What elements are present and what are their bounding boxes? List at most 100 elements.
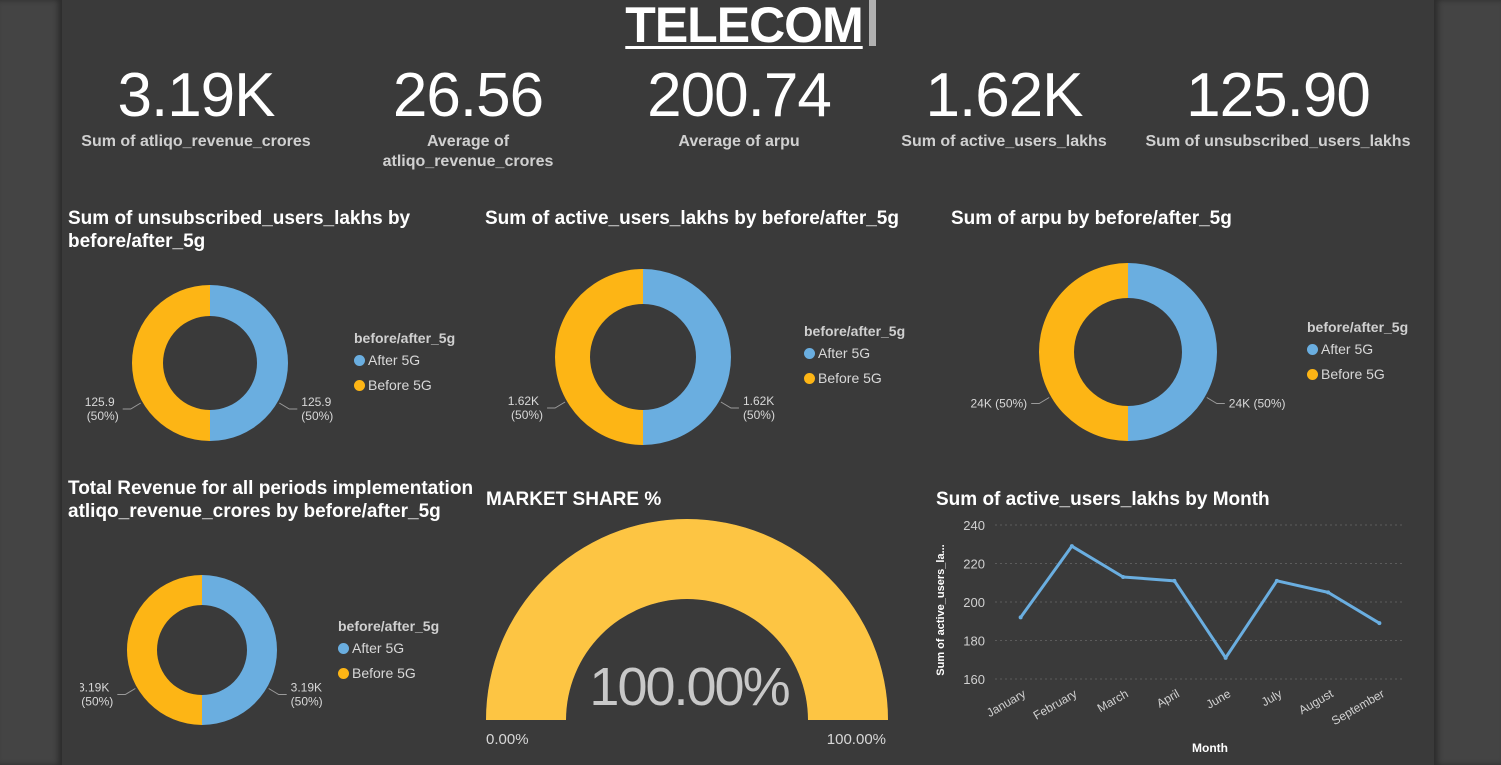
legend-item-before[interactable]: Before 5G — [804, 370, 905, 386]
x-tick-label: September — [1329, 686, 1387, 727]
x-tick-label: February — [1031, 686, 1080, 722]
leader-line — [1031, 397, 1050, 404]
x-tick-label: April — [1154, 686, 1182, 710]
line-point[interactable] — [1274, 578, 1279, 583]
kpi-card-revenue-average[interactable]: 26.56 Average of atliqo_revenue_crores — [338, 60, 598, 172]
legend-item-before[interactable]: Before 5G — [354, 377, 455, 393]
legend-dot-icon — [354, 379, 365, 391]
kpi-card-revenue-sum[interactable]: 3.19K Sum of atliqo_revenue_crores — [66, 60, 326, 152]
donut-data-label-line: 3.19K — [291, 681, 322, 695]
line-chart-active-users-by-month[interactable]: 160 180 200 220 240 January February March April… — [925, 510, 1415, 765]
donut-data-label-line: 1.62K — [743, 394, 774, 408]
leader-line — [122, 402, 141, 410]
donut-data-label: 24K (50%) — [1229, 397, 1286, 411]
donut-data-label: 125.9 (50%) — [85, 395, 119, 423]
legend-label: Before 5G — [1321, 366, 1385, 382]
legend-item-before[interactable]: Before 5G — [1307, 366, 1408, 382]
kpi-label: Sum of atliqo_revenue_crores — [81, 133, 311, 150]
page-title: TELECOM — [0, 0, 1501, 54]
kpi-value: 26.56 — [392, 61, 544, 130]
y-tick-label: 200 — [963, 595, 985, 610]
kpi-card-active-users[interactable]: 1.62K Sum of active_users_lakhs — [874, 60, 1134, 152]
legend-item-after[interactable]: After 5G — [804, 345, 905, 361]
donut-arpu-title: Sum of arpu by before/after_5g — [951, 208, 1232, 229]
legend-dot-icon — [338, 667, 349, 679]
donut-data-label-line: 24K (50%) — [1229, 397, 1286, 411]
donut-slice-after-5g[interactable] — [1128, 263, 1218, 441]
donut-data-label: 1.62K (50%) — [508, 394, 543, 422]
line-point[interactable] — [1069, 544, 1074, 549]
kpi-value: 200.74 — [647, 61, 832, 130]
donut-slice-after-5g[interactable] — [210, 285, 289, 441]
donut-slice-before-5g[interactable] — [554, 269, 643, 445]
leader-line — [547, 401, 566, 409]
donut-data-label-line: (50%) — [291, 695, 323, 709]
gauge-min-label: 0.00% — [486, 731, 529, 748]
donut-revenue-title: Total Revenue for all periods implementa… — [68, 478, 474, 522]
legend-label: After 5G — [368, 352, 421, 368]
y-tick-label: 180 — [963, 634, 985, 649]
line-point[interactable] — [1018, 615, 1023, 620]
legend-label: After 5G — [818, 345, 871, 361]
line-point[interactable] — [1377, 621, 1382, 626]
donut-data-label: 125.9 (50%) — [301, 395, 333, 423]
legend-dot-icon — [338, 642, 349, 654]
donut-slice-before-5g[interactable] — [131, 285, 210, 441]
text-cursor — [868, 0, 876, 46]
donut-chart-arpu[interactable]: 24K (50%) 24K (50%) — [970, 260, 1300, 445]
line-point[interactable] — [1172, 578, 1177, 583]
kpi-value: 1.62K — [925, 61, 1083, 130]
donut-chart-revenue[interactable]: 3.19K (50%)3.19K (50%) — [80, 575, 330, 730]
kpi-card-arpu-average[interactable]: 200.74 Average of arpu — [609, 60, 869, 152]
legend-label: Before 5G — [368, 377, 432, 393]
donut-data-label-line: (50%) — [743, 408, 775, 422]
kpi-label: Average of arpu — [678, 133, 800, 150]
line-point[interactable] — [1223, 655, 1228, 660]
donut-chart-unsubscribed[interactable]: 125.9 (50%) 125.9 (50%) — [85, 280, 345, 450]
legend-label: After 5G — [352, 640, 405, 656]
legend-revenue: before/after_5g After 5G Before 5G — [338, 618, 439, 690]
donut-data-label: 3.19K (50%) — [80, 681, 113, 709]
legend-item-before[interactable]: Before 5G — [338, 665, 439, 681]
donut-slice-before-5g[interactable] — [126, 575, 202, 725]
line-point[interactable] — [1326, 590, 1331, 595]
donut-chart-active-users[interactable]: 1.62K (50%)1.62K (50%) — [500, 265, 790, 450]
legend-item-after[interactable]: After 5G — [354, 352, 455, 368]
legend-title: before/after_5g — [804, 323, 906, 339]
legend-label: Before 5G — [818, 370, 882, 386]
legend-label: Before 5G — [352, 665, 416, 681]
legend-dot-icon — [1307, 368, 1318, 380]
leader-line — [268, 688, 287, 695]
x-tick-label: June — [1204, 686, 1234, 711]
legend-active-users: before/after_5g After 5G Before 5G — [804, 323, 905, 395]
y-axis-title: Sum of active_users_la... — [935, 544, 947, 675]
kpi-value: 3.19K — [117, 61, 275, 130]
donut-data-label-line: (50%) — [81, 695, 113, 709]
line-chart-title: Sum of active_users_lakhs by Month — [936, 489, 1270, 510]
right-margin-panel — [1434, 0, 1501, 765]
y-tick-label: 240 — [963, 518, 985, 533]
kpi-value: 125.90 — [1186, 61, 1371, 130]
legend-dot-icon — [804, 347, 815, 359]
kpi-label: Sum of active_users_lakhs — [901, 133, 1107, 150]
gauge-value-label: 100.00% — [589, 657, 789, 717]
legend-dot-icon — [804, 372, 815, 384]
legend-title: before/after_5g — [338, 618, 440, 634]
donut-data-label-line: (50%) — [511, 408, 543, 422]
page-title-text: TELECOM — [625, 0, 863, 53]
legend-item-after[interactable]: After 5G — [338, 640, 439, 656]
gauge-fill[interactable] — [486, 518, 888, 720]
kpi-label: Sum of unsubscribed_users_lakhs — [1145, 133, 1411, 150]
leader-line — [117, 688, 136, 695]
kpi-card-unsubscribed-users[interactable]: 125.90 Sum of unsubscribed_users_lakhs — [1128, 60, 1428, 152]
line-series-active-users[interactable] — [1019, 544, 1381, 660]
donut-slice-after-5g[interactable] — [202, 575, 278, 725]
line-point[interactable] — [1121, 574, 1126, 579]
donut-data-label-line: 3.19K — [80, 681, 109, 695]
gauge-market-share[interactable]: 100.00% 0.00% 100.00% — [480, 515, 900, 755]
legend-item-after[interactable]: After 5G — [1307, 341, 1408, 357]
y-tick-label: 220 — [963, 557, 985, 572]
donut-slice-after-5g[interactable] — [643, 269, 732, 445]
donut-slice-before-5g[interactable] — [1038, 263, 1128, 441]
y-tick-label: 160 — [963, 672, 985, 687]
